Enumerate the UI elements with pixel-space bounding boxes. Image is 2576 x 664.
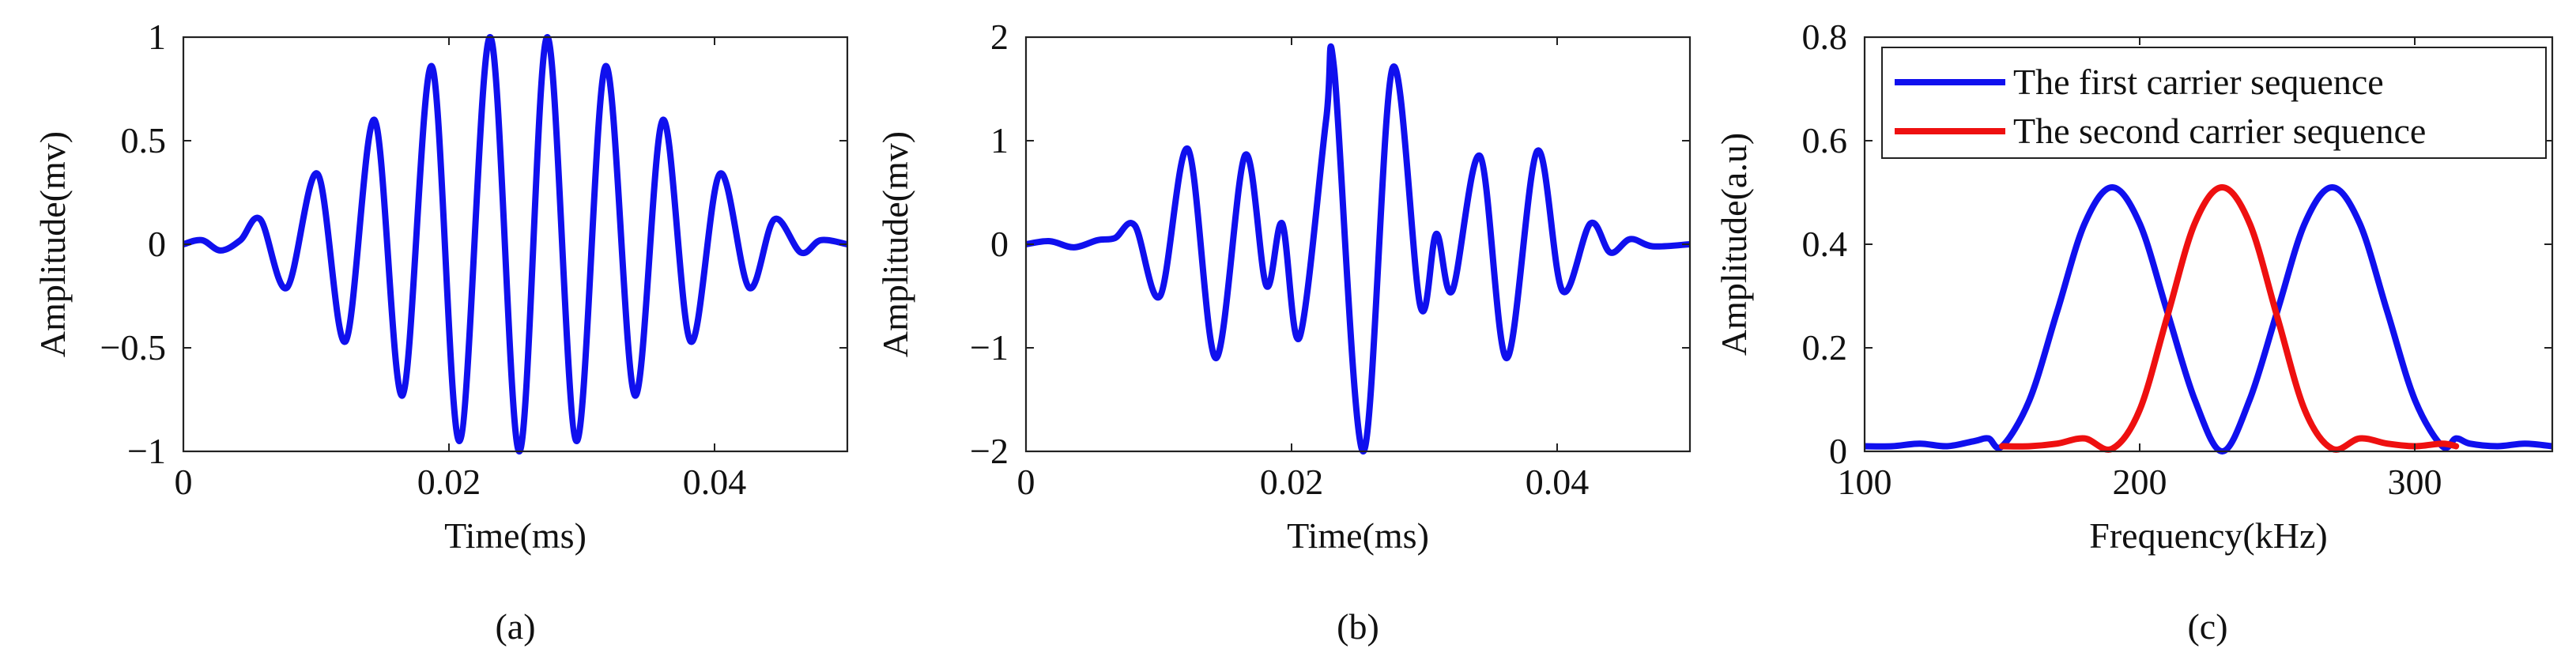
- x-tick-label: 0.02: [417, 462, 481, 502]
- y-tick-label: 1: [148, 17, 166, 57]
- y-tick-label: 0.6: [1802, 120, 1848, 160]
- y-tick-label: −0.5: [100, 327, 166, 368]
- panel-caption: (c): [2187, 606, 2227, 647]
- legend-box: [1881, 47, 2547, 159]
- legend-label-2: The second carrier sequence: [2013, 111, 2426, 151]
- x-tick-label: 0: [1017, 462, 1035, 502]
- y-tick-label: 0.8: [1802, 17, 1848, 57]
- y-tick-label: 1: [990, 120, 1009, 160]
- y-axis-label: Amplitude(mv): [32, 131, 73, 357]
- y-tick-label: 2: [990, 17, 1009, 57]
- y-axis-label: Amplitude(mv): [875, 131, 915, 357]
- y-tick-label: 0: [148, 224, 166, 264]
- x-tick-label: 100: [1838, 462, 1892, 502]
- y-tick-label: −1: [970, 327, 1009, 368]
- y-tick-label: 0: [1829, 431, 1847, 471]
- series-line-c-2: [1999, 184, 2460, 453]
- y-tick-label: 0: [990, 224, 1009, 264]
- x-tick-label: 0: [175, 462, 193, 502]
- x-axis-label: Time(ms): [444, 515, 586, 556]
- y-tick-label: 0.5: [121, 120, 167, 160]
- y-axis-label: Amplitude(a.u): [1714, 133, 1754, 356]
- plot-frame-b: [1024, 36, 1692, 453]
- panel-b: 0 0.02 0.04 −2 −1 0 1 2 Time(ms) Amplitude(mv) (b): [875, 17, 1692, 647]
- panel-caption: (a): [495, 606, 535, 647]
- panel-a: 0 0.02 0.04 −1 −0.5 0 0.5 1 Time(ms) Amplitude(mv…: [32, 17, 849, 647]
- y-tick-label: −1: [127, 431, 166, 471]
- x-tick-label: 0.04: [683, 462, 747, 502]
- x-axis-label: Time(ms): [1287, 515, 1429, 556]
- panel-c: 100 200 300 0 0.2 0.4 0.6 0.8 Frequency(kHz) Ampl…: [1714, 17, 2554, 647]
- y-tick-label: 0.4: [1802, 224, 1848, 264]
- legend: The first carrier sequence The second car…: [1881, 47, 2547, 159]
- x-tick-label: 0.02: [1260, 462, 1324, 502]
- y-tick-label: −2: [970, 431, 1009, 471]
- y-tick-label: 0.2: [1802, 327, 1848, 368]
- x-axis-label: Frequency(kHz): [2089, 515, 2327, 556]
- series-line-b-1: [1026, 43, 1690, 455]
- x-tick-label: 300: [2388, 462, 2442, 502]
- x-tick-label: 0.04: [1526, 462, 1590, 502]
- panel-caption: (b): [1337, 606, 1379, 647]
- legend-label-1: The first carrier sequence: [2013, 62, 2384, 102]
- series-line-a-1: [183, 34, 847, 455]
- x-tick-label: 200: [2113, 462, 2167, 502]
- series-line-c-1: [1865, 184, 2552, 455]
